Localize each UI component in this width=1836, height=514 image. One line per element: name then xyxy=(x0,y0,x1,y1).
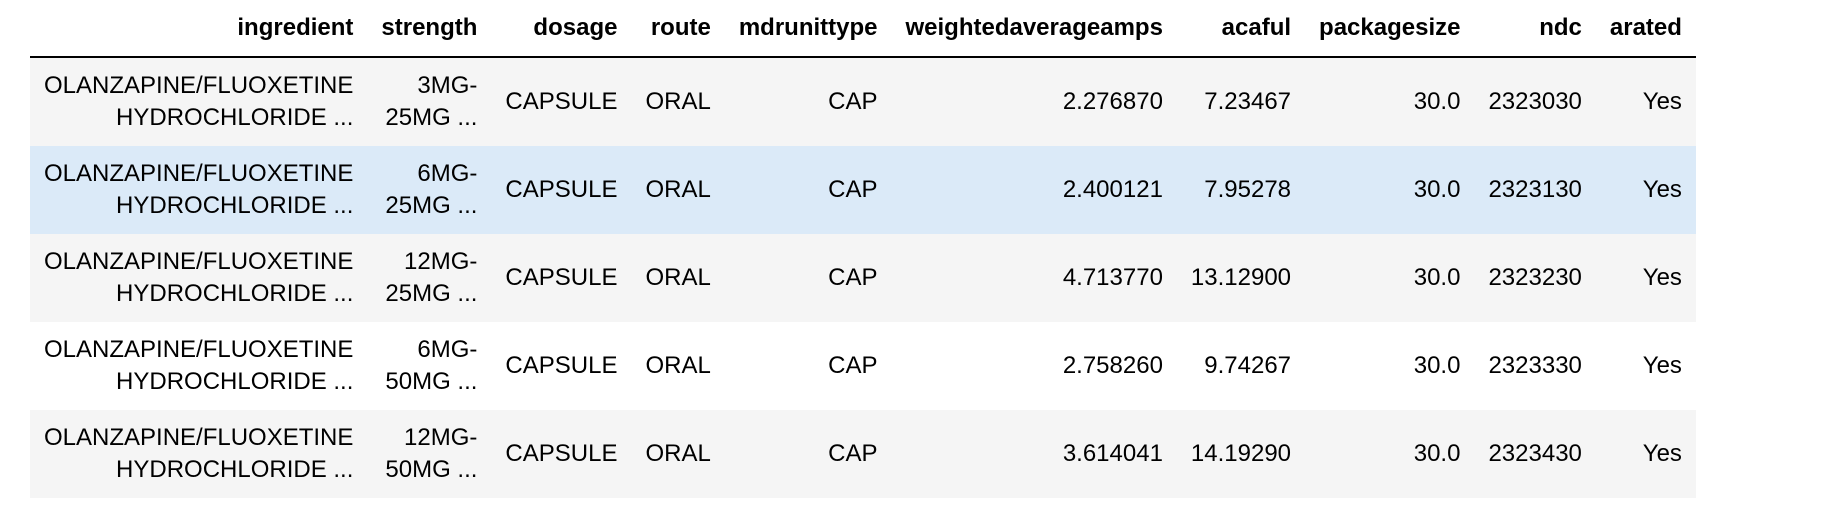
cell-ndc: 2323130 xyxy=(1488,176,1582,203)
column-header-arated: arated xyxy=(1595,0,1696,58)
cell-ingredient: OLANZAPINE/FLUOXETINE HYDROCHLORIDE ... xyxy=(30,234,367,322)
cell-strength-line1: 12MG- xyxy=(404,424,478,451)
cell-dosage: CAPSULE xyxy=(505,440,618,467)
cell-weightedaverageamps: 4.713770 xyxy=(1062,264,1163,291)
cell-strength-line1: 6MG- xyxy=(417,160,478,187)
table-row: OLANZAPINE/FLUOXETINE HYDROCHLORIDE ... … xyxy=(30,57,1696,146)
cell-mdrunittype: CAP xyxy=(828,176,878,203)
cell-weightedaverageamps: 2.758260 xyxy=(1062,352,1163,379)
cell-ndc: 2323030 xyxy=(1488,88,1582,115)
cell-ingredient-line1: OLANZAPINE/FLUOXETINE xyxy=(44,424,354,451)
column-header-acaful: acaful xyxy=(1176,0,1306,58)
header-row: ingredient strength dosage route mdrunit… xyxy=(30,0,1696,58)
cell-packagesize: 30.0 xyxy=(1413,440,1461,467)
cell-ndc: 2323430 xyxy=(1488,440,1582,467)
cell-route: ORAL xyxy=(645,176,711,203)
cell-ingredient-line2: HYDROCHLORIDE ... xyxy=(116,368,354,395)
cell-mdrunittype: CAP xyxy=(828,440,878,467)
column-header-ingredient: ingredient xyxy=(30,0,368,58)
cell-arated: Yes xyxy=(1642,352,1682,379)
cell-arated: Yes xyxy=(1642,88,1682,115)
cell-strength-line1: 12MG- xyxy=(404,248,478,275)
cell-strength: 12MG- 50MG ... xyxy=(367,410,491,498)
cell-strength: 6MG- 50MG ... xyxy=(367,322,491,410)
cell-strength: 12MG- 25MG ... xyxy=(367,234,491,322)
cell-strength-line2: 50MG ... xyxy=(385,456,478,483)
table-header: ingredient strength dosage route mdrunit… xyxy=(30,0,1696,58)
cell-ingredient: OLANZAPINE/FLUOXETINE HYDROCHLORIDE ... xyxy=(30,410,367,498)
cell-arated: Yes xyxy=(1642,176,1682,203)
cell-dosage: CAPSULE xyxy=(505,176,618,203)
cell-weightedaverageamps: 2.400121 xyxy=(1062,176,1163,203)
cell-acaful: 9.74267 xyxy=(1204,352,1292,379)
cell-ingredient: OLANZAPINE/FLUOXETINE HYDROCHLORIDE ... xyxy=(30,322,367,410)
table-row: OLANZAPINE/FLUOXETINE HYDROCHLORIDE ... … xyxy=(30,322,1696,410)
cell-ingredient: OLANZAPINE/FLUOXETINE HYDROCHLORIDE ... xyxy=(30,57,367,146)
cell-packagesize: 30.0 xyxy=(1413,352,1461,379)
cell-strength-line2: 50MG ... xyxy=(385,368,478,395)
table-row: OLANZAPINE/FLUOXETINE HYDROCHLORIDE ... … xyxy=(30,410,1696,498)
cell-route: ORAL xyxy=(645,88,711,115)
cell-route: ORAL xyxy=(645,264,711,291)
cell-dosage: CAPSULE xyxy=(505,352,618,379)
cell-acaful: 13.12900 xyxy=(1190,264,1292,291)
table-row: OLANZAPINE/FLUOXETINE HYDROCHLORIDE ... … xyxy=(30,146,1696,234)
column-header-weightedaverageamps: weightedaverageamps xyxy=(891,0,1177,58)
cell-ingredient-line2: HYDROCHLORIDE ... xyxy=(116,456,354,483)
cell-packagesize: 30.0 xyxy=(1413,176,1461,203)
cell-strength-line2: 25MG ... xyxy=(385,280,478,307)
column-header-strength: strength xyxy=(367,0,492,58)
cell-packagesize: 30.0 xyxy=(1413,264,1461,291)
cell-acaful: 14.19290 xyxy=(1190,440,1292,467)
cell-strength-line2: 25MG ... xyxy=(385,104,478,131)
column-header-packagesize: packagesize xyxy=(1305,0,1475,58)
cell-strength-line2: 25MG ... xyxy=(385,192,478,219)
cell-acaful: 7.95278 xyxy=(1204,176,1292,203)
cell-ingredient: OLANZAPINE/FLUOXETINE HYDROCHLORIDE ... xyxy=(30,146,367,234)
dataframe-output: ingredient strength dosage route mdrunit… xyxy=(30,0,1830,498)
table-row: OLANZAPINE/FLUOXETINE HYDROCHLORIDE ... … xyxy=(30,234,1696,322)
cell-mdrunittype: CAP xyxy=(828,264,878,291)
cell-route: ORAL xyxy=(645,352,711,379)
cell-arated: Yes xyxy=(1642,264,1682,291)
dataframe-table: ingredient strength dosage route mdrunit… xyxy=(30,0,1696,498)
table-body: OLANZAPINE/FLUOXETINE HYDROCHLORIDE ... … xyxy=(30,57,1696,498)
cell-dosage: CAPSULE xyxy=(505,264,618,291)
cell-strength-line1: 6MG- xyxy=(417,336,478,363)
cell-mdrunittype: CAP xyxy=(828,352,878,379)
cell-weightedaverageamps: 2.276870 xyxy=(1062,88,1163,115)
cell-strength: 3MG- 25MG ... xyxy=(367,57,491,146)
cell-route: ORAL xyxy=(645,440,711,467)
cell-mdrunittype: CAP xyxy=(828,88,878,115)
cell-ingredient-line2: HYDROCHLORIDE ... xyxy=(116,104,354,131)
cell-packagesize: 30.0 xyxy=(1413,88,1461,115)
cell-ingredient-line1: OLANZAPINE/FLUOXETINE xyxy=(44,72,354,99)
cell-ndc: 2323230 xyxy=(1488,264,1582,291)
cell-acaful: 7.23467 xyxy=(1204,88,1292,115)
cell-ingredient-line2: HYDROCHLORIDE ... xyxy=(116,280,354,307)
cell-ingredient-line1: OLANZAPINE/FLUOXETINE xyxy=(44,160,354,187)
cell-strength: 6MG- 25MG ... xyxy=(367,146,491,234)
cell-arated: Yes xyxy=(1642,440,1682,467)
column-header-dosage: dosage xyxy=(491,0,632,58)
cell-ndc: 2323330 xyxy=(1488,352,1582,379)
cell-dosage: CAPSULE xyxy=(505,88,618,115)
cell-ingredient-line1: OLANZAPINE/FLUOXETINE xyxy=(44,248,354,275)
column-header-mdrunittype: mdrunittype xyxy=(724,0,892,58)
column-header-ndc: ndc xyxy=(1474,0,1596,58)
cell-weightedaverageamps: 3.614041 xyxy=(1062,440,1163,467)
cell-strength-line1: 3MG- xyxy=(417,72,478,99)
cell-ingredient-line1: OLANZAPINE/FLUOXETINE xyxy=(44,336,354,363)
cell-ingredient-line2: HYDROCHLORIDE ... xyxy=(116,192,354,219)
column-header-route: route xyxy=(631,0,725,58)
